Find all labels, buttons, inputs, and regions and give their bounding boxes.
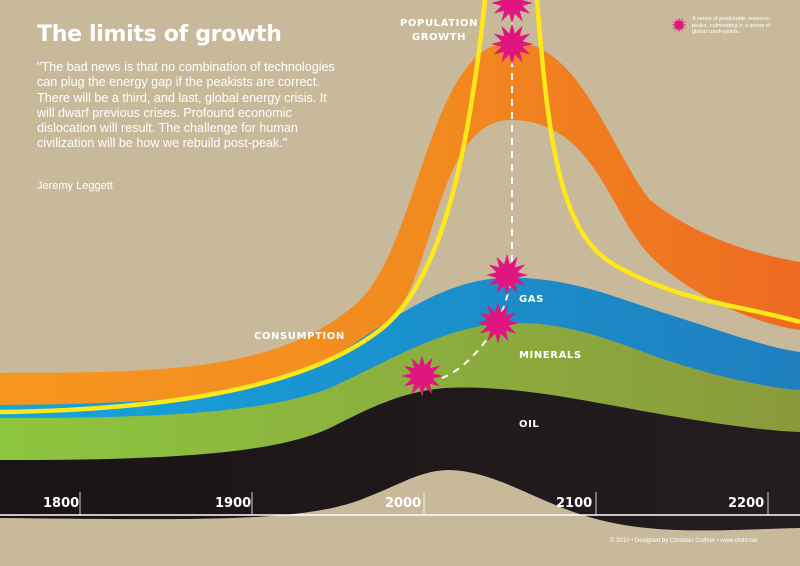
oil-band [0, 387, 800, 531]
crash-point-star-gas [486, 254, 528, 296]
crash-points [401, 0, 533, 397]
page-title: The limits of growth [37, 22, 282, 47]
consumption-band [0, 41, 800, 411]
minerals-band [0, 322, 800, 465]
crash-point-star-minerals [477, 302, 519, 344]
tick-2000: 2000 [385, 496, 422, 511]
timeline-axis [0, 492, 800, 516]
crash-point-star-icon [671, 17, 687, 33]
tick-1900: 1900 [215, 496, 252, 511]
population-label-line1: POPULATION [400, 18, 479, 29]
crash-point-star-population-top [491, 0, 533, 24]
population-decline-curve [534, 0, 800, 325]
legend-text: A series of predictable resource-peaks, … [692, 16, 771, 35]
tick-2200: 2200 [728, 496, 765, 511]
gas-label: GAS [519, 294, 544, 305]
quote-text: "The bad news is that no combination of … [37, 60, 335, 151]
tick-2100: 2100 [556, 496, 593, 511]
credit-line: © 2010 • Designed by Christian Guthier •… [610, 538, 758, 544]
quote-author: Jeremy Leggett [37, 180, 113, 192]
tick-1800: 1800 [43, 496, 80, 511]
gas-band [0, 277, 800, 420]
population-growth-label: POPULATION GROWTH [400, 17, 478, 45]
population-growth-curve [0, 0, 488, 415]
population-label-line2: GROWTH [411, 32, 467, 43]
consumption-label: CONSUMPTION [254, 331, 345, 342]
minerals-label: MINERALS [519, 350, 582, 361]
oil-label: OIL [519, 419, 540, 430]
crash-point-star-consumption [491, 23, 533, 65]
crash-point-star-oil [401, 355, 443, 397]
